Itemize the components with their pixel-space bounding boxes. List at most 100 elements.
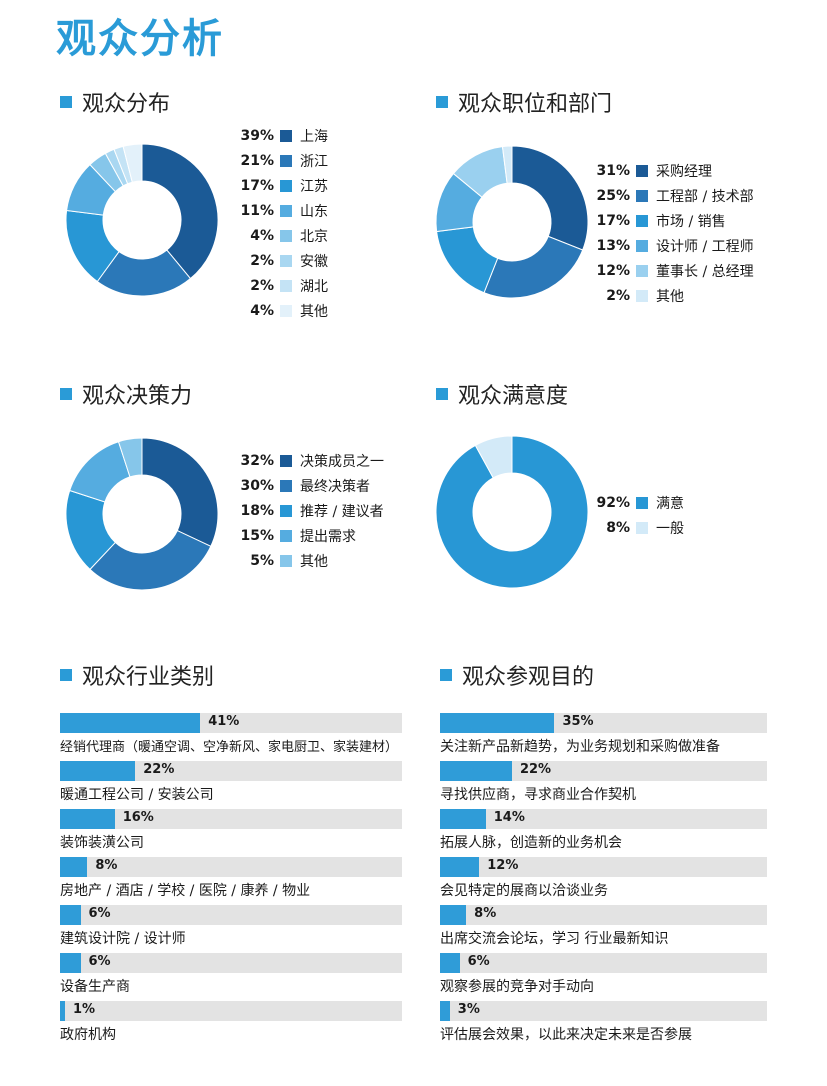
legend-label: 推荐 / 建议者 bbox=[300, 504, 384, 520]
legend-value: 11% bbox=[240, 203, 274, 219]
section-heading-decision: 观众决策力 bbox=[60, 378, 192, 410]
legend-item: 2% 其他 bbox=[588, 286, 684, 306]
section-heading-purpose: 观众参观目的 bbox=[440, 659, 594, 691]
legend-value: 12% bbox=[596, 263, 630, 279]
legend-swatch bbox=[280, 480, 292, 492]
legend-item: 21% 浙江 bbox=[232, 151, 328, 171]
donut-chart-distribution bbox=[65, 143, 219, 297]
bar-category-label: 会见特定的展商以洽谈业务 bbox=[440, 883, 608, 899]
section-heading-distribution: 观众分布 bbox=[60, 86, 170, 118]
legend-label: 一般 bbox=[656, 521, 684, 537]
bar-category-label: 政府机构 bbox=[60, 1027, 116, 1043]
bar-track bbox=[440, 1001, 767, 1021]
legend-value: 17% bbox=[240, 178, 274, 194]
legend-swatch bbox=[636, 497, 648, 509]
legend-value: 4% bbox=[250, 228, 274, 244]
section-marker-icon bbox=[436, 388, 448, 400]
legend-label: 浙江 bbox=[300, 154, 328, 170]
legend-swatch bbox=[636, 165, 648, 177]
legend-value: 17% bbox=[596, 213, 630, 229]
legend-value: 2% bbox=[606, 288, 630, 304]
legend-distribution: 39% 上海 21% 浙江 17% 江苏 11% 山东 4% 北京 2% 安徽 2% 湖北 4% 其他 bbox=[232, 126, 412, 326]
legend-label: 湖北 bbox=[300, 279, 328, 295]
legend-item: 32% 决策成员之一 bbox=[232, 451, 384, 471]
legend-swatch bbox=[636, 522, 648, 534]
bar-value-label: 35% bbox=[562, 714, 594, 729]
bar-value-label: 6% bbox=[467, 954, 490, 969]
legend-item: 2% 安徽 bbox=[232, 251, 328, 271]
bar-track bbox=[60, 1001, 402, 1021]
bar-category-label: 房地产 / 酒店 / 学校 / 医院 / 康养 / 物业 bbox=[60, 883, 311, 899]
legend-value: 5% bbox=[250, 553, 274, 569]
section-marker-icon bbox=[60, 96, 72, 108]
donut-chart-satisfaction bbox=[435, 435, 589, 589]
bar bbox=[60, 809, 115, 829]
legend-swatch bbox=[280, 505, 292, 517]
legend-swatch bbox=[280, 280, 292, 292]
bar-value-label: 22% bbox=[519, 762, 552, 777]
donut-slice-satisfaction-0 bbox=[435, 435, 589, 589]
legend-item: 11% 山东 bbox=[232, 201, 328, 221]
legend-label: 上海 bbox=[300, 129, 328, 145]
bar-track bbox=[60, 761, 402, 781]
bar bbox=[440, 905, 467, 925]
legend-swatch bbox=[280, 305, 292, 317]
bar-chart-purpose: 35% 关注新产品新趋势，为业务规划和采购做准备 22% 寻找供应商，寻求商业合作契机… bbox=[440, 713, 767, 1053]
legend-label: 提出需求 bbox=[300, 529, 356, 545]
bar bbox=[440, 953, 460, 973]
bar bbox=[440, 713, 555, 733]
legend-item: 12% 董事长 / 总经理 bbox=[588, 261, 754, 281]
legend-value: 92% bbox=[596, 495, 630, 511]
legend-label: 山东 bbox=[300, 204, 328, 220]
legend-decision: 32% 决策成员之一 30% 最终决策者 18% 推荐 / 建议者 15% 提出需求 5% 其他 bbox=[232, 451, 432, 581]
legend-swatch bbox=[280, 255, 292, 267]
bar-chart-industry: 41% 经销代理商（暖通空调、空净新风、家电厨卫、家装建材） 22% 暖通工程公司 /… bbox=[60, 713, 402, 1053]
legend-value: 8% bbox=[606, 520, 630, 536]
bar-row: 6% 设备生产商 bbox=[60, 953, 402, 997]
section-marker-icon bbox=[60, 388, 72, 400]
bar-category-label: 建筑设计院 / 设计师 bbox=[60, 931, 186, 947]
legend-swatch bbox=[636, 215, 648, 227]
legend-item: 8% 一般 bbox=[588, 518, 684, 538]
bar-track bbox=[60, 953, 402, 973]
bar-category-label: 拓展人脉，创造新的业务机会 bbox=[440, 835, 622, 851]
legend-item: 18% 推荐 / 建议者 bbox=[232, 501, 384, 521]
bar-category-label: 评估展会效果，以此来决定未来是否参展 bbox=[440, 1027, 692, 1043]
legend-item: 15% 提出需求 bbox=[232, 526, 356, 546]
bar bbox=[60, 953, 81, 973]
bar-value-label: 14% bbox=[493, 810, 525, 825]
bar-category-label: 经销代理商（暖通空调、空净新风、家电厨卫、家装建材） bbox=[60, 740, 399, 755]
bar-track bbox=[440, 857, 767, 877]
legend-swatch bbox=[636, 240, 648, 252]
legend-label: 决策成员之一 bbox=[300, 454, 384, 470]
bar-value-label: 6% bbox=[88, 954, 111, 969]
bar-value-label: 1% bbox=[73, 1002, 96, 1017]
section-title: 观众决策力 bbox=[82, 384, 193, 409]
legend-label: 董事长 / 总经理 bbox=[656, 264, 754, 280]
bar-row: 6% 建筑设计院 / 设计师 bbox=[60, 905, 402, 949]
donut-slice-satisfaction-1 bbox=[474, 435, 513, 479]
legend-value: 39% bbox=[240, 128, 274, 144]
legend-item: 39% 上海 bbox=[232, 126, 328, 146]
section-heading-satisfaction: 观众满意度 bbox=[436, 378, 568, 410]
legend-label: 其他 bbox=[300, 304, 328, 320]
bar-category-label: 出席交流会论坛，学习 行业最新知识 bbox=[440, 931, 669, 947]
donut-slice-position-5 bbox=[501, 145, 513, 184]
legend-item: 25% 工程部 / 技术部 bbox=[588, 186, 753, 206]
section-title: 观众分布 bbox=[82, 92, 171, 117]
bar bbox=[60, 761, 136, 781]
legend-item: 2% 湖北 bbox=[232, 276, 328, 296]
bar bbox=[440, 1001, 450, 1021]
legend-swatch bbox=[280, 555, 292, 567]
section-title: 观众行业类别 bbox=[82, 665, 215, 690]
legend-label: 北京 bbox=[300, 229, 328, 245]
bar-row: 16% 装饰装潢公司 bbox=[60, 809, 402, 853]
bar-row: 12% 会见特定的展商以洽谈业务 bbox=[440, 857, 767, 901]
donut-slice-position-0 bbox=[511, 145, 589, 251]
bar-row: 8% 出席交流会论坛，学习 行业最新知识 bbox=[440, 905, 767, 949]
donut-slice-decision-1 bbox=[89, 529, 212, 591]
legend-label: 安徽 bbox=[300, 254, 328, 270]
legend-item: 5% 其他 bbox=[232, 551, 328, 571]
section-heading-industry: 观众行业类别 bbox=[60, 659, 214, 691]
donut-slice-position-1 bbox=[483, 235, 584, 299]
